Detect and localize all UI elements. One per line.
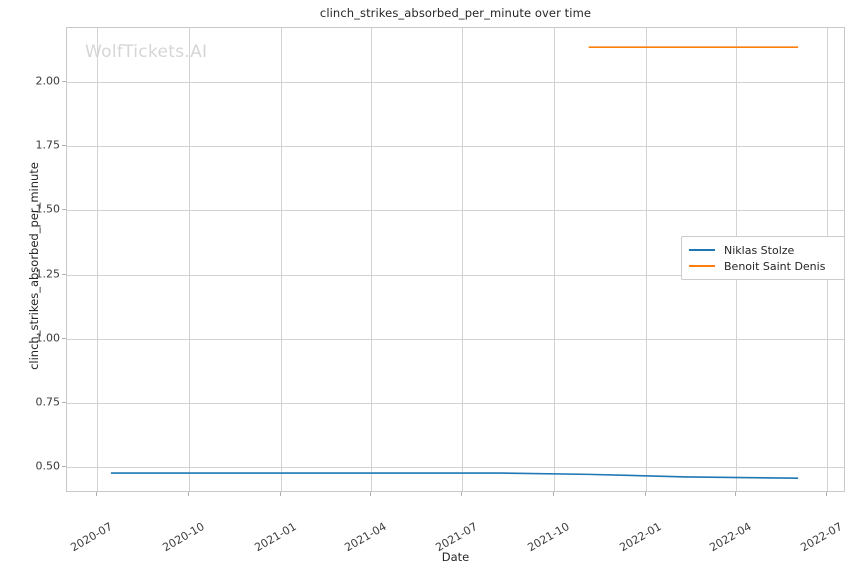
x-axis-tick-mark [735, 492, 736, 496]
watermark-label: WolfTickets.AI [85, 42, 208, 62]
series-lines [67, 28, 844, 491]
gridline-horizontal [67, 338, 844, 340]
legend-label: Benoit Saint Denis [724, 259, 826, 273]
x-axis-tick-mark [370, 492, 371, 496]
gridline-horizontal [67, 210, 844, 212]
x-axis-tick-mark [461, 492, 462, 496]
x-axis-tick-mark [188, 492, 189, 496]
y-axis-tick-label: 2.00 [35, 74, 61, 88]
gridline-horizontal [67, 403, 844, 405]
y-axis-ticks: 0.50 0.75 1.00 1.25 1.50 1.75 2.00 [0, 0, 61, 575]
legend-label: Niklas Stolze [724, 243, 795, 257]
y-axis-tick-label: 0.75 [35, 395, 61, 409]
gridline-vertical [462, 28, 463, 491]
legend-color-swatch [689, 249, 715, 251]
legend-color-swatch [689, 265, 715, 267]
y-axis-tick-marks [62, 0, 67, 575]
gridline-horizontal [67, 81, 844, 83]
y-axis-tick-mark [62, 466, 66, 468]
legend-entry[interactable]: Benoit Saint Denis [689, 258, 837, 274]
y-axis-tick-mark [62, 273, 66, 275]
gridline-vertical [189, 28, 190, 491]
y-axis-tick-label: 1.00 [35, 331, 61, 345]
gridline-vertical [371, 28, 372, 491]
gridline-horizontal [67, 274, 844, 276]
series-line [111, 473, 798, 478]
y-axis-tick-label: 1.75 [35, 138, 61, 152]
gridline-vertical [97, 28, 98, 491]
chart-legend[interactable]: Niklas Stolze Benoit Saint Denis [681, 236, 845, 280]
y-axis-tick-mark [62, 402, 66, 404]
y-axis-tick-mark [62, 145, 66, 147]
y-axis-label: clinch_strikes_absorbed_per_minute [27, 162, 41, 370]
y-axis-tick-mark [62, 337, 66, 339]
y-axis-tick-mark [62, 80, 66, 82]
x-axis-tick-mark [645, 492, 646, 496]
y-axis-tick-label: 0.50 [35, 459, 61, 473]
legend-entry[interactable]: Niklas Stolze [689, 242, 837, 258]
x-axis-label: Date [441, 550, 470, 564]
gridline-horizontal [67, 146, 844, 148]
gridline-vertical [281, 28, 282, 491]
x-axis-tick-mark [280, 492, 281, 496]
x-axis-tick-mark [826, 492, 827, 496]
x-axis-tick-mark [96, 492, 97, 496]
page-title: clinch_strikes_absorbed_per_minute over … [319, 6, 592, 20]
y-axis-tick-mark [62, 209, 66, 211]
gridline-vertical [646, 28, 647, 491]
x-axis-tick-mark [553, 492, 554, 496]
gridline-horizontal [67, 467, 844, 469]
y-axis-tick-label: 1.25 [35, 267, 61, 281]
y-axis-tick-label: 1.50 [35, 202, 61, 216]
gridline-vertical [554, 28, 555, 491]
